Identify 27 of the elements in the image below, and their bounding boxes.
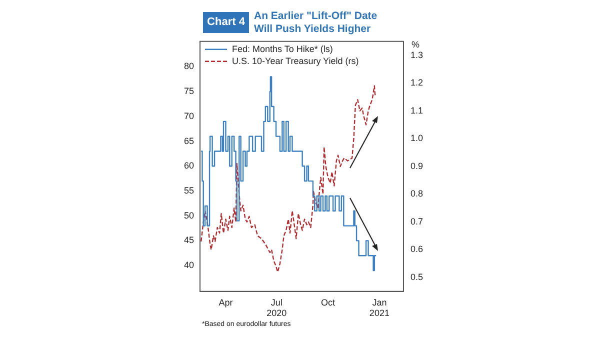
y2-axis-title: % [411,39,420,50]
y-tick-label: 40 [184,260,194,270]
y2-tick-label: 0.5 [410,272,424,282]
y-tick-label: 60 [184,160,194,171]
x-tick-label: Jan 2021 [369,297,390,318]
y2-tick-label: 1.3 [410,50,424,60]
y2-tick-label: 0.7 [410,216,424,226]
x-tick-label: Jul 2020 [266,297,287,318]
y2-tick-label: 1.2 [410,78,424,88]
chart-subtitle: Chart 4 [203,12,249,33]
y-tick-label: 45 [184,235,194,246]
y2-tick-label: 0.9 [410,160,424,171]
y-tick-label: 55 [184,185,194,196]
y2-tick-label: 0.6 [410,244,424,254]
y2-tick-label: 1.0 [410,133,424,144]
y-tick-label: 50 [184,210,194,220]
x-tick-label: Oct [321,297,336,308]
y-tick-label: 80 [184,61,194,72]
y-tick-label: 75 [184,86,194,96]
y2-tick-label: 0.8 [410,188,424,199]
y-tick-label: 70 [184,110,194,121]
y-tick-label: 65 [184,136,194,146]
x-tick-label: Apr [218,297,233,308]
legend-label: U.S. 10-Year Treasury Yield (rs) [232,56,359,66]
y2-tick-label: 1.1 [410,105,424,116]
chart-title: An Earlier "Lift-Off" Date Will Push Yields Higher [254,10,378,36]
legend-label: Fed: Months To Hike* (ls) [232,44,333,54]
